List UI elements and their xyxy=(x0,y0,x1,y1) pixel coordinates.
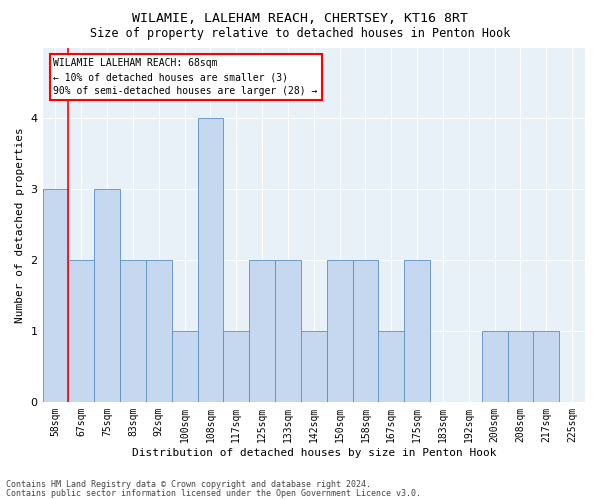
Text: WILAMIE LALEHAM REACH: 68sqm
← 10% of detached houses are smaller (3)
90% of sem: WILAMIE LALEHAM REACH: 68sqm ← 10% of de… xyxy=(53,58,318,96)
Text: WILAMIE, LALEHAM REACH, CHERTSEY, KT16 8RT: WILAMIE, LALEHAM REACH, CHERTSEY, KT16 8… xyxy=(132,12,468,26)
Bar xyxy=(249,260,275,402)
Bar xyxy=(275,260,301,402)
Bar xyxy=(68,260,94,402)
Bar xyxy=(94,189,120,402)
Y-axis label: Number of detached properties: Number of detached properties xyxy=(15,127,25,322)
X-axis label: Distribution of detached houses by size in Penton Hook: Distribution of detached houses by size … xyxy=(131,448,496,458)
Bar xyxy=(223,331,249,402)
Bar xyxy=(404,260,430,402)
Bar xyxy=(197,118,223,402)
Text: Contains HM Land Registry data © Crown copyright and database right 2024.: Contains HM Land Registry data © Crown c… xyxy=(6,480,371,489)
Bar xyxy=(43,189,68,402)
Bar xyxy=(533,331,559,402)
Bar xyxy=(353,260,379,402)
Bar xyxy=(326,260,353,402)
Text: Size of property relative to detached houses in Penton Hook: Size of property relative to detached ho… xyxy=(90,28,510,40)
Bar xyxy=(508,331,533,402)
Bar xyxy=(301,331,326,402)
Bar xyxy=(146,260,172,402)
Bar xyxy=(482,331,508,402)
Bar xyxy=(379,331,404,402)
Bar xyxy=(172,331,197,402)
Bar xyxy=(120,260,146,402)
Text: Contains public sector information licensed under the Open Government Licence v3: Contains public sector information licen… xyxy=(6,489,421,498)
